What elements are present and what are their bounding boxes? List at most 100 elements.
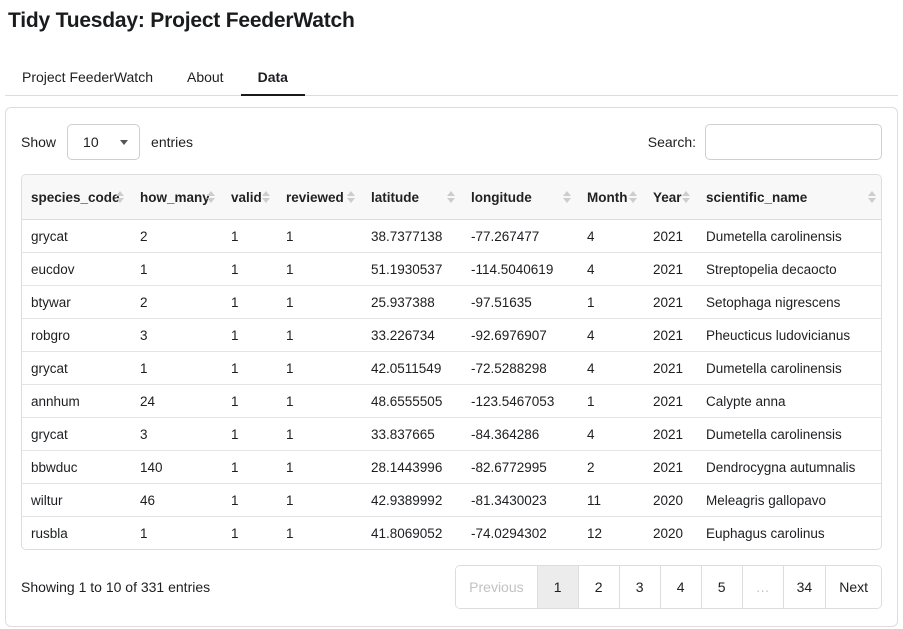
page-button-next[interactable]: Next <box>825 566 881 608</box>
tab-data[interactable]: Data <box>240 60 305 96</box>
table-cell: 2 <box>131 285 222 319</box>
table-cell: 4 <box>578 219 644 253</box>
page-button-34[interactable]: 34 <box>782 566 826 608</box>
table-cell: rusbla <box>31 525 68 541</box>
table-cell: 2 <box>578 450 644 484</box>
page-button-2[interactable]: 2 <box>577 566 619 608</box>
table-cell: 1 <box>222 450 277 484</box>
tab-project-feederwatch[interactable]: Project FeederWatch <box>22 69 153 85</box>
column-label: Month <box>587 189 628 205</box>
table-cell: 2020 <box>653 525 684 541</box>
table-cell: 11 <box>578 483 644 517</box>
column-header-month[interactable]: Month <box>578 175 644 220</box>
table-cell: grycat <box>22 351 131 385</box>
table-cell: Setophaga nigrescens <box>697 285 881 319</box>
table-cell: 2021 <box>644 252 697 286</box>
page-button-previous[interactable]: Previous <box>456 566 537 608</box>
table-row[interactable]: bbwduc 140 1 1 28.1443996 -82.6772995 2 2021 Den… <box>22 450 881 484</box>
table-cell: 1 <box>578 285 644 319</box>
table-row[interactable]: grycat 3 1 1 33.837665 -84.364286 4 2021 Dumetel… <box>22 417 881 451</box>
table-cell: Dumetella carolinensis <box>697 417 881 451</box>
table-cell: 42.0511549 <box>362 351 462 385</box>
column-header-reviewed[interactable]: reviewed <box>277 175 362 220</box>
table-cell: Calypte anna <box>697 384 881 418</box>
column-label: scientific_name <box>706 189 808 205</box>
table-cell: 1 <box>222 252 277 286</box>
table-row[interactable]: grycat 1 1 1 42.0511549 -72.5288298 4 2021 Dumet… <box>22 351 881 385</box>
column-header-valid[interactable]: valid <box>222 175 277 220</box>
column-header-longitude[interactable]: longitude <box>462 175 578 220</box>
table-row[interactable]: robgro 3 1 1 33.226734 -92.6976907 4 2021 Pheuct… <box>22 318 881 352</box>
table-cell: -123.5467053 <box>462 384 578 418</box>
table-cell: 1 <box>277 351 362 385</box>
table-cell: 3 <box>131 417 222 451</box>
table-cell: -92.6976907 <box>462 318 578 352</box>
sort-arrows-icon <box>447 191 455 203</box>
column-header-how_many[interactable]: how_many <box>131 175 222 220</box>
sort-arrows-icon <box>682 191 690 203</box>
table-cell: 2021 <box>644 219 697 253</box>
table-cell: 1 <box>277 318 362 352</box>
column-header-latitude[interactable]: latitude <box>362 175 462 220</box>
table-cell: robgro <box>22 318 131 352</box>
table-row[interactable]: grycat 2 1 1 38.7377138 -77.267477 4 2021 Dumete… <box>22 219 881 253</box>
tab-about[interactable]: About <box>186 69 224 85</box>
table-cell: -82.6772995 <box>462 450 578 484</box>
page-button-[interactable]: … <box>741 566 783 608</box>
table-footer: Showing 1 to 10 of 331 entries Previous 1… <box>21 565 882 609</box>
table-cell: -72.5288298 <box>462 351 578 385</box>
table-cell: eucdov <box>22 252 131 286</box>
column-header-scientific_name[interactable]: scientific_name <box>697 175 881 220</box>
table-cell: 51.1930537 <box>362 252 462 286</box>
table-cell: grycat <box>22 417 131 451</box>
table-cell: 1 <box>131 351 222 385</box>
entries-label: entries <box>151 134 194 150</box>
page-button-5[interactable]: 5 <box>700 566 742 608</box>
table-cell: 1 <box>222 351 277 385</box>
table-cell: -97.51635 <box>462 285 578 319</box>
table-cell: 2021 <box>644 417 697 451</box>
data-table: species_code how_many valid reviewed latitud… <box>21 174 882 550</box>
sort-arrows-icon <box>116 191 124 203</box>
data-panel-card: Show 10 entries Search: species_code how_… <box>5 107 898 627</box>
table-cell: 2021 <box>644 351 697 385</box>
page-button-1[interactable]: 1 <box>536 566 578 608</box>
table-cell: 4 <box>578 318 644 352</box>
table-cell: 12 <box>587 525 603 541</box>
table-cell: 2021 <box>644 450 697 484</box>
table-cell: 1 <box>277 384 362 418</box>
page-length-select[interactable]: 10 <box>67 124 141 160</box>
column-label: species_code <box>31 189 120 205</box>
page-button-3[interactable]: 3 <box>618 566 660 608</box>
page-length-control: Show 10 entries <box>21 124 193 160</box>
table-row[interactable]: annhum 24 1 1 48.6555505 -123.5467053 1 2021 Cal… <box>22 384 881 418</box>
table-cell: 1 <box>277 450 362 484</box>
tab-bar: Project FeederWatch About Data <box>5 60 898 96</box>
table-cell: -81.3430023 <box>462 483 578 517</box>
page-button-4[interactable]: 4 <box>659 566 701 608</box>
page-length-value: 10 <box>83 134 99 150</box>
search-label: Search: <box>647 134 696 150</box>
sort-arrows-icon <box>563 191 571 203</box>
table-cell: Dumetella carolinensis <box>697 219 881 253</box>
table-cell: 2020 <box>644 483 697 517</box>
table-cell: 1 <box>222 483 277 517</box>
sort-arrows-icon <box>262 191 270 203</box>
table-cell: 33.226734 <box>362 318 462 352</box>
table-cell: 41.8069052 <box>371 525 443 541</box>
table-row[interactable]: wiltur 46 1 1 42.9389992 -81.3430023 11 2020 Mel… <box>22 483 881 517</box>
column-header-year[interactable]: Year <box>644 175 697 220</box>
table-cell: Streptopelia decaocto <box>697 252 881 286</box>
table-cell: 1 <box>277 285 362 319</box>
table-cell: 33.837665 <box>362 417 462 451</box>
table-cell: Pheucticus ludovicianus <box>697 318 881 352</box>
column-label: reviewed <box>286 189 344 205</box>
table-row[interactable]: eucdov 1 1 1 51.1930537 -114.5040619 4 2021 Stre… <box>22 252 881 286</box>
page-title: Tidy Tuesday: Project FeederWatch <box>8 9 355 32</box>
search-input[interactable] <box>705 124 882 160</box>
table-row[interactable]: btywar 2 1 1 25.937388 -97.51635 1 2021 Setophag… <box>22 285 881 319</box>
sort-arrows-icon <box>347 191 355 203</box>
table-row[interactable]: rusbla 1 1 1 41.8069052 -74.0294302 12 2020 Euph… <box>22 517 881 550</box>
column-header-species_code[interactable]: species_code <box>22 175 131 220</box>
table-cell: 1 <box>222 318 277 352</box>
